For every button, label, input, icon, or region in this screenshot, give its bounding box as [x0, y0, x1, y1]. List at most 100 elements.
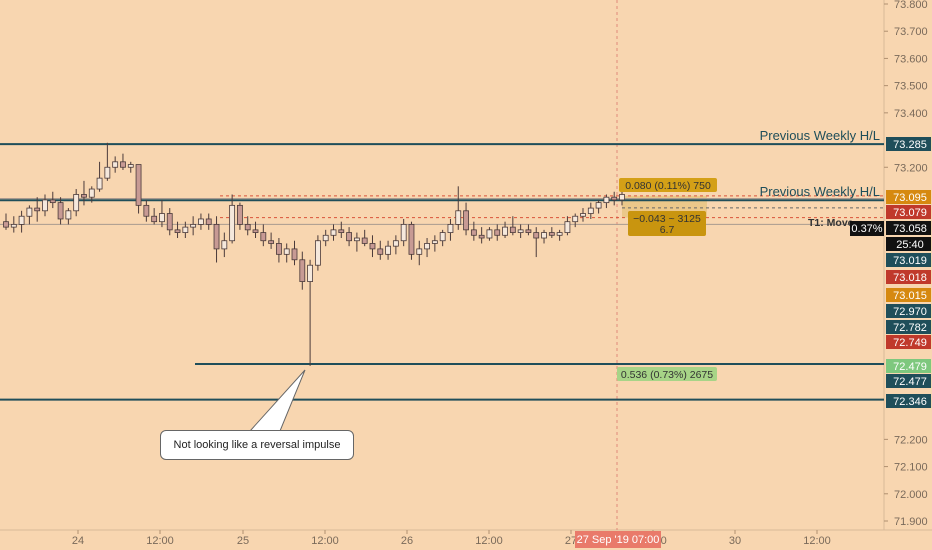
candle-body — [42, 199, 48, 212]
price-tag-text: 25:40 — [896, 239, 924, 251]
candle-body — [283, 248, 290, 255]
price-tag — [886, 190, 931, 204]
y-tick-label: 73.400 — [894, 108, 928, 120]
candle-body — [291, 248, 298, 261]
candle-body — [120, 161, 126, 168]
x-tick-label: 26 — [401, 535, 413, 547]
annotation-callout[interactable]: Not looking like a reversal impulse — [160, 430, 354, 460]
price-tag-text: 73.079 — [893, 207, 927, 219]
price-tag-text: 73.285 — [893, 139, 927, 151]
y-tick-label: 73.700 — [894, 26, 928, 38]
price-tag — [886, 221, 931, 235]
indicator-label: T1: Move — [808, 217, 854, 229]
price-tag-text: 72.479 — [893, 361, 927, 373]
candle-body — [611, 196, 618, 201]
candle-body — [57, 202, 64, 220]
candle-body — [572, 215, 579, 223]
candle-body — [369, 243, 376, 250]
candle-body — [548, 232, 555, 236]
target-box-text: 0.080 (0.11%) 750 — [625, 180, 711, 192]
candle-body — [541, 232, 547, 239]
time-cursor-label — [575, 531, 661, 548]
price-tag-text: 72.477 — [893, 376, 927, 388]
price-tag — [886, 359, 931, 373]
candle-body — [3, 221, 9, 228]
price-tag — [886, 288, 931, 302]
candle-body — [580, 213, 586, 217]
candle-body — [564, 221, 571, 233]
price-tag-text: 72.970 — [893, 306, 927, 318]
price-tag — [886, 304, 931, 318]
x-tick-label: 12:00 — [475, 535, 503, 547]
candle-body — [385, 245, 391, 255]
time-cursor-label-text: 27 Sep '19 07:00 — [577, 534, 660, 546]
candle-body — [494, 229, 501, 236]
price-tag-text: 73.019 — [893, 255, 927, 267]
candle-body — [447, 224, 454, 233]
callout-text: Not looking like a reversal impulse — [173, 439, 341, 451]
profit-box — [617, 367, 717, 381]
y-tick-label: 72.200 — [894, 434, 928, 446]
level-label: Previous Weekly H/L — [760, 184, 880, 199]
candle-body — [96, 177, 103, 190]
candle-body — [470, 229, 477, 236]
target-box — [619, 178, 717, 192]
candle-body — [65, 210, 72, 220]
candle-body — [314, 240, 321, 266]
price-tag-text: 73.058 — [893, 223, 927, 235]
y-tick-label: 72.000 — [894, 489, 928, 501]
candle-body — [307, 264, 314, 282]
price-tag-text: 72.749 — [893, 337, 927, 349]
candle-body — [276, 243, 282, 255]
candle-body — [151, 215, 158, 223]
stop-box — [628, 211, 706, 236]
candle-body — [81, 194, 87, 198]
candle-body — [392, 240, 399, 247]
candle-body — [260, 232, 267, 242]
candle-body — [525, 229, 532, 233]
candle-body — [486, 229, 493, 239]
candle-body — [533, 232, 540, 239]
percent-badge — [850, 221, 884, 236]
stop-box-text: −0.043 ~ 3125 — [633, 213, 701, 225]
price-tag — [886, 205, 931, 219]
candle-body — [556, 232, 563, 236]
x-tick-label: 30 — [729, 535, 741, 547]
price-tag-text: 72.782 — [893, 322, 927, 334]
candle-body — [127, 164, 134, 168]
candle-body — [455, 210, 462, 225]
x-tick-label: 12:00 — [311, 535, 339, 547]
candle-body — [377, 248, 384, 255]
stop-box-text: 6.7 — [660, 224, 675, 236]
candle-body — [198, 218, 204, 225]
candle-body — [49, 199, 56, 204]
candle-body — [182, 226, 189, 233]
candle-body — [400, 224, 407, 242]
candle-body — [229, 204, 236, 242]
candle-body — [159, 213, 165, 223]
price-tag — [886, 374, 931, 388]
candle-body — [213, 224, 220, 250]
candle-body — [502, 226, 508, 236]
price-tag-text: 73.018 — [893, 272, 927, 284]
profit-box-text: 0.536 (0.73%) 2675 — [621, 369, 713, 381]
candle-body — [595, 202, 602, 209]
candle-body — [431, 240, 438, 244]
candle-body — [416, 248, 423, 255]
candle-body — [18, 215, 25, 225]
price-tag — [886, 253, 931, 267]
candle-body — [88, 188, 95, 198]
candle-body — [268, 240, 275, 244]
y-tick-label: 71.900 — [894, 516, 928, 528]
percent-badge-text: 0.37% — [851, 223, 882, 235]
candle-body — [424, 243, 430, 250]
candle-body — [517, 229, 524, 233]
x-tick-label: 27 — [565, 535, 577, 547]
candle-body — [190, 224, 197, 228]
candle-body — [361, 237, 368, 244]
candle-body — [322, 234, 329, 242]
candle-body — [104, 166, 111, 179]
price-tag — [886, 335, 931, 349]
